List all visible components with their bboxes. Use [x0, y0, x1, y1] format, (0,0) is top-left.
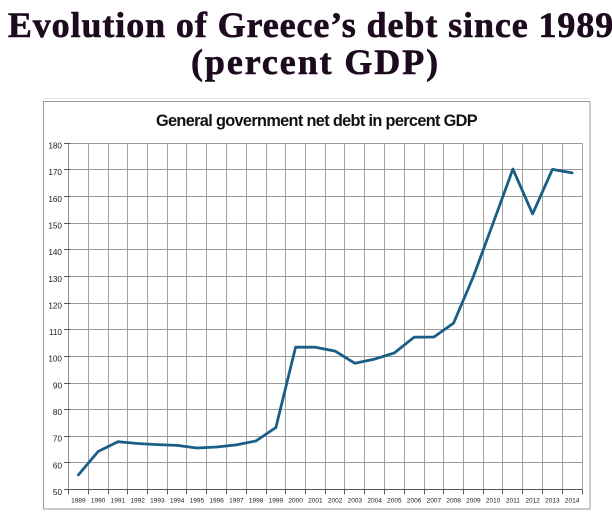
- svg-text:1994: 1994: [170, 497, 185, 504]
- svg-text:110: 110: [49, 328, 62, 337]
- svg-text:1993: 1993: [150, 497, 165, 504]
- svg-text:2011: 2011: [506, 497, 520, 504]
- svg-text:2003: 2003: [348, 497, 363, 504]
- svg-text:2006: 2006: [407, 497, 422, 504]
- svg-text:2012: 2012: [525, 497, 540, 504]
- svg-text:2005: 2005: [387, 497, 402, 504]
- svg-text:1996: 1996: [209, 497, 224, 504]
- svg-text:2000: 2000: [288, 497, 303, 504]
- svg-text:2013: 2013: [545, 497, 560, 504]
- svg-text:160: 160: [48, 195, 62, 204]
- svg-text:2002: 2002: [328, 497, 343, 504]
- svg-text:1995: 1995: [190, 497, 205, 504]
- svg-text:2004: 2004: [367, 497, 382, 504]
- svg-text:2014: 2014: [565, 497, 580, 504]
- svg-text:1999: 1999: [269, 497, 284, 504]
- svg-text:1989: 1989: [71, 497, 86, 504]
- svg-text:2007: 2007: [427, 497, 442, 504]
- svg-text:1990: 1990: [91, 497, 106, 504]
- svg-text:50: 50: [53, 488, 63, 497]
- svg-text:150: 150: [48, 222, 62, 231]
- svg-text:2009: 2009: [466, 497, 481, 504]
- svg-text:1998: 1998: [249, 497, 264, 504]
- svg-text:2001: 2001: [308, 497, 323, 504]
- svg-text:90: 90: [53, 381, 63, 390]
- svg-text:130: 130: [48, 275, 62, 284]
- svg-text:1997: 1997: [229, 497, 244, 504]
- svg-text:170: 170: [48, 168, 62, 177]
- svg-text:2008: 2008: [446, 497, 461, 504]
- svg-text:60: 60: [53, 461, 63, 470]
- svg-text:100: 100: [48, 355, 62, 364]
- svg-text:120: 120: [48, 301, 62, 310]
- svg-text:1991: 1991: [111, 497, 126, 504]
- svg-text:70: 70: [53, 435, 63, 444]
- svg-text:180: 180: [48, 142, 62, 151]
- svg-text:140: 140: [48, 248, 62, 257]
- svg-text:80: 80: [53, 408, 63, 417]
- svg-text:1992: 1992: [130, 497, 145, 504]
- svg-text:2010: 2010: [486, 497, 501, 504]
